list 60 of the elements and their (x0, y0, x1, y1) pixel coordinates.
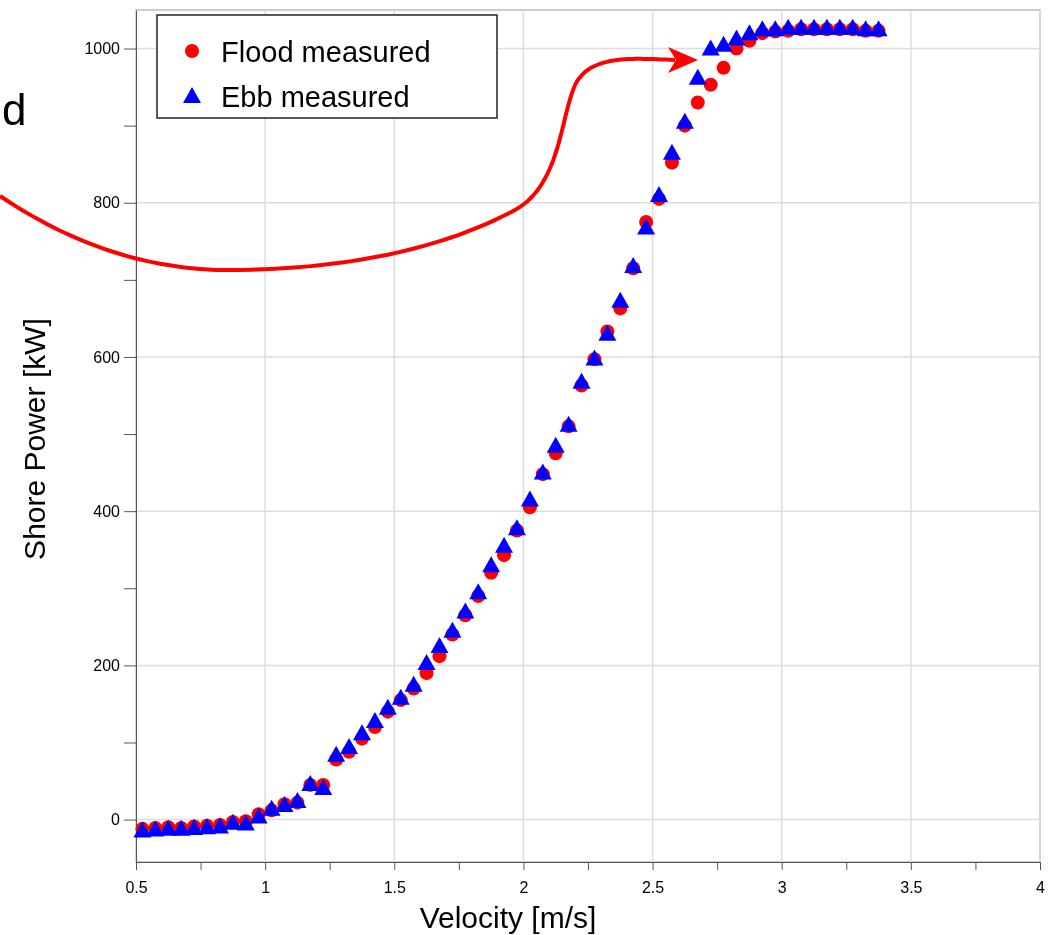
point (417, 654, 436, 671)
y-tick-label: 800 (93, 194, 121, 212)
point (843, 18, 862, 35)
point (716, 60, 731, 75)
x-tick-label: 2 (519, 879, 529, 897)
point (740, 24, 759, 41)
text: d (2, 85, 27, 134)
point (766, 20, 785, 37)
x-tick-label: 3 (777, 879, 787, 897)
point (703, 77, 718, 92)
point (533, 463, 552, 480)
point (495, 536, 514, 553)
point (624, 256, 643, 273)
y-axis-title: Shore Power [kW] (18, 318, 51, 560)
x-tick-label: 1.5 (383, 879, 406, 897)
point (690, 95, 705, 110)
y-tick-label: 0 (111, 811, 121, 829)
y-tick-label: 200 (93, 657, 121, 674)
point (817, 18, 836, 35)
point (559, 415, 578, 432)
point (482, 556, 501, 573)
point (701, 39, 720, 56)
y-tick-label: 1000 (84, 40, 121, 58)
y-tick-label: 400 (93, 502, 121, 520)
point (546, 436, 565, 453)
point (688, 68, 707, 85)
point (353, 724, 371, 741)
point (430, 637, 449, 654)
x-axis-title: Velocity [m/s] (419, 901, 597, 934)
point (611, 291, 630, 308)
point (456, 602, 475, 619)
point (675, 112, 694, 129)
legend-label: Ebb measured (221, 81, 410, 113)
point (520, 490, 539, 507)
x-tick-label: 0.5 (125, 879, 148, 897)
x-tick-label: 4 (1036, 879, 1046, 897)
point (262, 799, 281, 816)
point (340, 738, 359, 755)
point (404, 675, 423, 692)
point (443, 621, 462, 638)
point (327, 745, 346, 762)
x-tick-label: 1 (261, 879, 271, 897)
point (378, 698, 397, 715)
legend-label: Flood measured (221, 36, 431, 68)
point (805, 18, 823, 35)
point (753, 20, 772, 37)
point (507, 519, 526, 536)
y-tick-label: 600 (93, 348, 121, 366)
point (469, 583, 488, 600)
point (662, 143, 681, 160)
point (365, 711, 384, 728)
x-tick-label: 2.5 (641, 879, 665, 897)
point (727, 29, 746, 46)
point (391, 688, 410, 705)
point (650, 186, 669, 203)
point (830, 18, 849, 35)
point (714, 35, 733, 52)
x-tick-label: 3.5 (900, 879, 923, 897)
point (572, 372, 591, 389)
point (637, 218, 656, 235)
